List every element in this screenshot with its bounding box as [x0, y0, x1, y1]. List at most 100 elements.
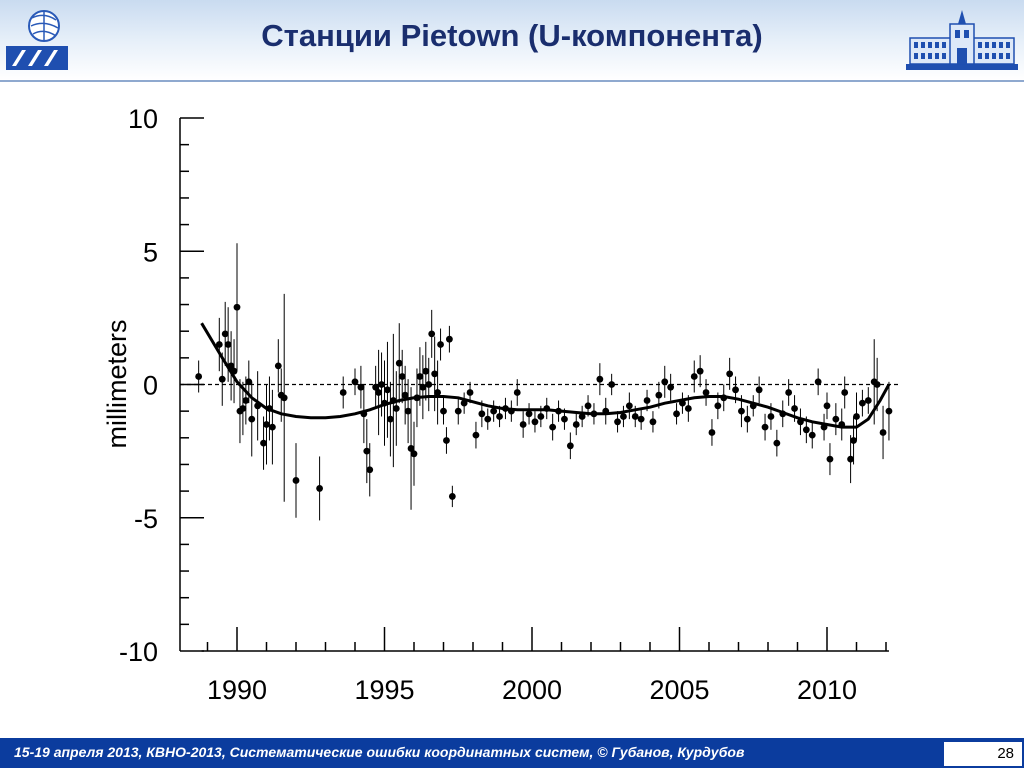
- data-point: [767, 413, 775, 420]
- x-tick-label: 2005: [649, 675, 709, 705]
- data-point: [389, 397, 397, 404]
- data-point: [448, 493, 456, 500]
- footer-text: 15-19 апреля 2013, КВНО-2013, Систематич…: [14, 744, 745, 760]
- data-point: [596, 375, 604, 383]
- data-point: [431, 370, 439, 378]
- data-point: [454, 407, 462, 415]
- data-point: [667, 383, 675, 391]
- data-point: [732, 386, 739, 394]
- data-point: [440, 407, 447, 415]
- data-point: [873, 381, 881, 388]
- data-point: [761, 423, 769, 431]
- data-point: [814, 378, 822, 386]
- data-point: [531, 418, 539, 426]
- data-point: [460, 399, 468, 407]
- data-point: [864, 397, 872, 404]
- data-point: [410, 450, 418, 458]
- data-point: [407, 445, 415, 452]
- data-point: [507, 407, 515, 415]
- data-point: [853, 413, 860, 420]
- data-point: [850, 437, 857, 444]
- data-point: [434, 389, 441, 396]
- data-point: [404, 407, 412, 415]
- data-point: [749, 402, 757, 410]
- data-point: [590, 410, 598, 418]
- y-tick-labels: 10 5 0 -5 -10: [119, 104, 158, 667]
- data-point: [631, 413, 639, 420]
- data-point: [248, 415, 256, 423]
- page-number: 28: [944, 742, 1022, 766]
- data-point: [738, 407, 745, 415]
- data-point: [820, 423, 828, 431]
- data-point: [292, 477, 300, 484]
- data-point: [224, 341, 232, 348]
- y-tick-label: -10: [119, 637, 158, 667]
- x-tick-label: 2010: [797, 675, 857, 705]
- data-point: [233, 303, 241, 311]
- data-point: [655, 391, 663, 399]
- data-point: [602, 407, 610, 415]
- data-point: [519, 421, 527, 428]
- data-point: [428, 330, 436, 338]
- data-point: [375, 389, 382, 396]
- data-point: [490, 407, 498, 415]
- data-point: [720, 394, 728, 402]
- data-point: [637, 415, 645, 423]
- data-point: [422, 367, 430, 375]
- y-tick-label: 10: [128, 104, 158, 134]
- data-point: [755, 386, 763, 394]
- data-point: [401, 391, 409, 399]
- data-point: [221, 330, 229, 338]
- data-point: [838, 421, 846, 428]
- chart: 10 5 0 -5 -10 1990 1995 2000 2005 2010 millimete…: [102, 104, 898, 705]
- data-point: [649, 418, 657, 426]
- data-point: [274, 362, 282, 370]
- x-tick-labels: 1990 1995 2000 2005 2010: [207, 675, 857, 705]
- data-point: [566, 442, 574, 450]
- data-point: [372, 383, 380, 391]
- data-point: [826, 455, 834, 463]
- data-point: [260, 439, 267, 447]
- y-tick-label: -5: [134, 504, 158, 534]
- data-point: [437, 341, 444, 348]
- footer-bar: 15-19 апреля 2013, КВНО-2013, Систематич…: [0, 738, 1024, 768]
- data-point: [266, 405, 273, 412]
- data-point: [351, 378, 359, 386]
- data-point: [472, 431, 480, 439]
- data-point: [673, 410, 680, 418]
- y-axis-label: millimeters: [102, 319, 132, 448]
- data-point: [578, 413, 586, 420]
- data-point: [446, 335, 453, 343]
- y-tick-label: 5: [143, 237, 158, 267]
- data-point: [608, 381, 616, 388]
- data-point: [572, 421, 580, 428]
- data-point: [696, 367, 704, 375]
- data-point: [381, 399, 388, 407]
- data-points: [195, 303, 893, 500]
- data-point: [218, 375, 226, 383]
- data-point: [726, 370, 734, 378]
- data-point: [743, 415, 751, 423]
- slide-header: Станции Pietown (U-компонента): [0, 0, 1024, 82]
- data-point: [419, 383, 427, 391]
- data-point: [561, 415, 568, 423]
- x-tick-label: 1990: [207, 675, 267, 705]
- data-point: [513, 389, 521, 396]
- data-point: [269, 423, 276, 431]
- data-point: [363, 447, 371, 455]
- data-point: [384, 386, 391, 394]
- data-point: [549, 423, 557, 431]
- ipa-logo-icon: [6, 10, 68, 70]
- data-point: [478, 410, 486, 418]
- building-icon: [906, 10, 1018, 70]
- data-point: [254, 402, 262, 410]
- data-point: [398, 373, 406, 380]
- data-point: [339, 389, 347, 396]
- data-point: [280, 394, 288, 402]
- data-point: [690, 373, 698, 380]
- data-point: [832, 415, 840, 423]
- data-point: [879, 429, 887, 436]
- data-point: [661, 378, 669, 386]
- data-point: [195, 373, 203, 380]
- data-point: [802, 426, 810, 434]
